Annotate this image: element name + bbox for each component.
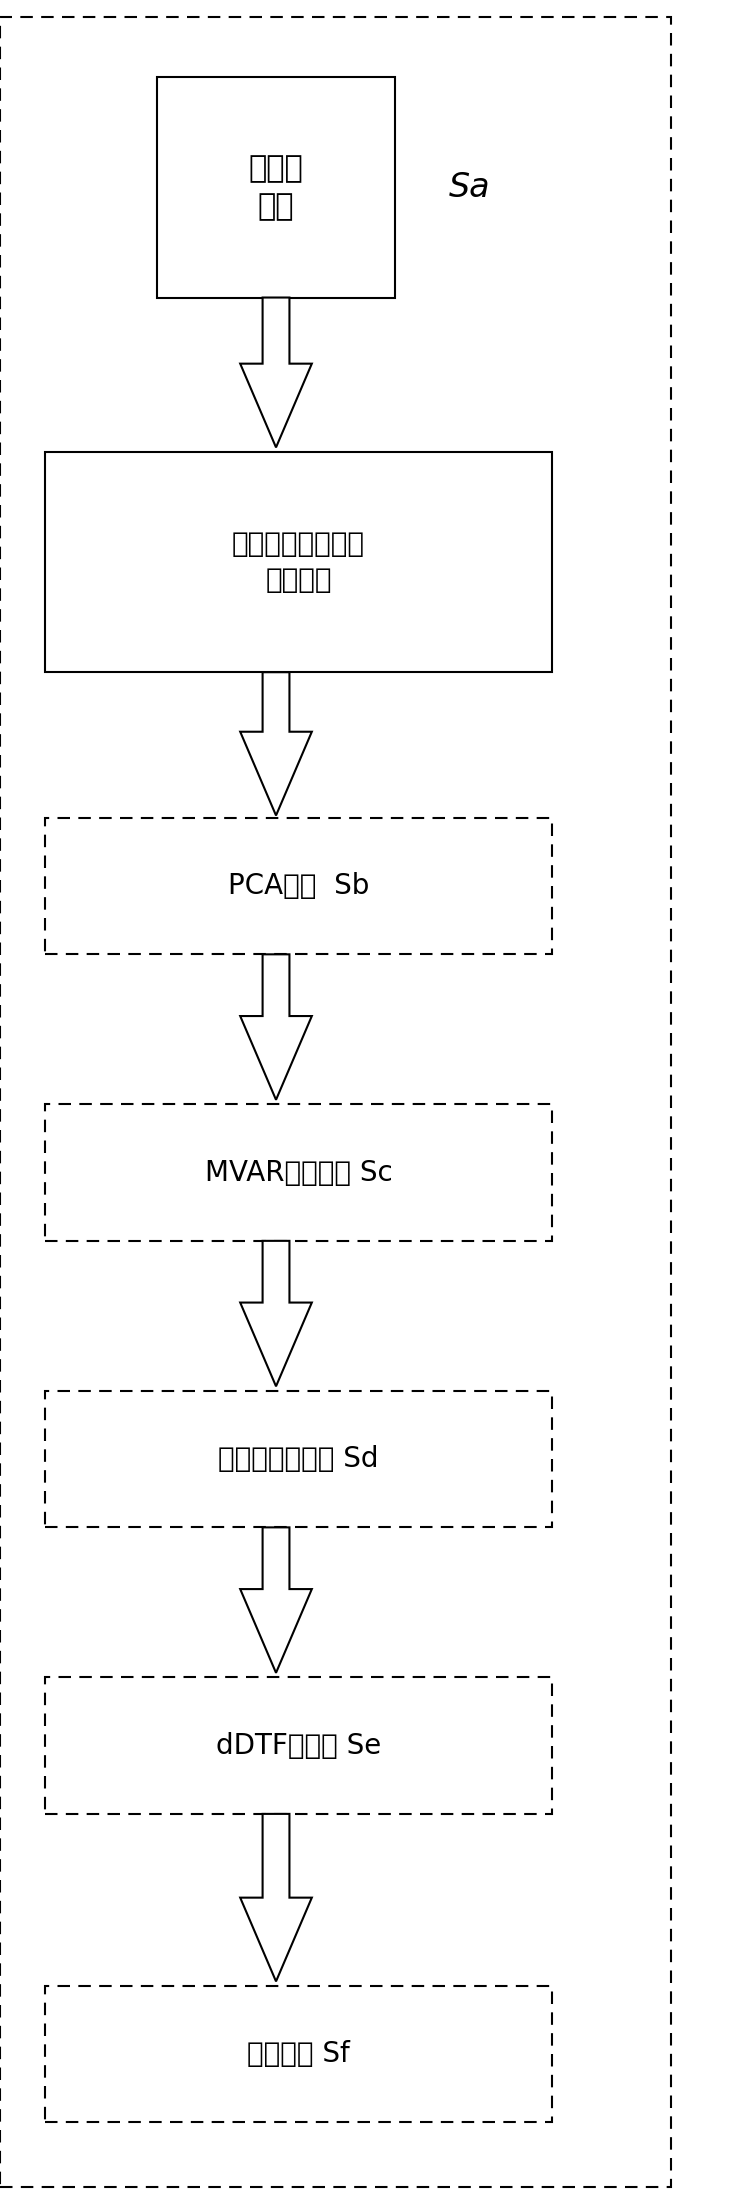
Text: 激活区多体素时间
序列提取: 激活区多体素时间 序列提取 xyxy=(232,529,365,595)
Polygon shape xyxy=(240,954,312,1100)
Bar xyxy=(45,452,552,672)
Bar xyxy=(45,1677,552,1814)
Bar xyxy=(45,1104,552,1241)
Text: PCA降维  Sb: PCA降维 Sb xyxy=(228,873,369,899)
Text: 数据预
处理: 数据预 处理 xyxy=(248,154,304,220)
Polygon shape xyxy=(240,1527,312,1673)
Text: Sa: Sa xyxy=(449,172,491,203)
Text: 偏相关系数计算 Sd: 偏相关系数计算 Sd xyxy=(218,1446,379,1472)
Polygon shape xyxy=(240,1241,312,1386)
Bar xyxy=(45,818,552,954)
Bar xyxy=(45,1391,552,1527)
Text: MVAR模型估计 Sc: MVAR模型估计 Sc xyxy=(204,1159,392,1186)
Bar xyxy=(157,77,395,298)
Text: dDTF值计算 Se: dDTF值计算 Se xyxy=(216,1732,381,1759)
Text: 统计检验 Sf: 统计检验 Sf xyxy=(247,2041,350,2067)
Polygon shape xyxy=(240,1814,312,1981)
Polygon shape xyxy=(240,672,312,815)
Polygon shape xyxy=(240,298,312,447)
Bar xyxy=(45,1986,552,2122)
